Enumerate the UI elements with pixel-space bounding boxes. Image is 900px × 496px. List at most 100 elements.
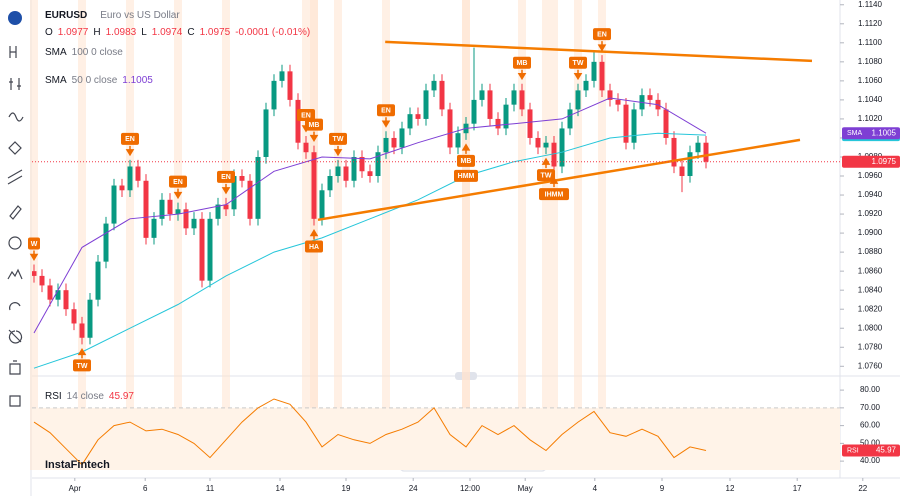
ohlc-key: O bbox=[45, 27, 53, 38]
candle-body bbox=[207, 218, 213, 281]
tool-brush[interactable] bbox=[9, 205, 22, 220]
tool-magnet[interactable] bbox=[9, 302, 21, 311]
toolbar-bg bbox=[0, 0, 31, 496]
candle-body bbox=[199, 218, 205, 281]
y-tick-label: 1.1100 bbox=[858, 38, 882, 47]
y-tick-label: 50.00 bbox=[860, 438, 881, 447]
x-tick-label: 24 bbox=[409, 484, 418, 493]
candle-body bbox=[399, 128, 405, 148]
pattern-arrow bbox=[29, 250, 39, 261]
rsi-zone bbox=[32, 407, 840, 470]
tool-candles[interactable] bbox=[9, 78, 21, 90]
tool-cursor[interactable] bbox=[9, 46, 17, 58]
x-tick-label: 9 bbox=[660, 484, 665, 493]
pattern-label: MB bbox=[461, 158, 472, 165]
main-pane bbox=[32, 40, 840, 369]
candle-body bbox=[543, 142, 549, 148]
pattern-label: EN bbox=[173, 179, 183, 186]
candle-body bbox=[303, 142, 309, 153]
pattern-label: MB bbox=[517, 60, 528, 67]
pattern-box bbox=[121, 132, 139, 145]
candle-body bbox=[359, 156, 365, 172]
tool-hide[interactable] bbox=[8, 329, 23, 344]
sma-tag-label: SMA bbox=[847, 130, 863, 137]
y-tick-label: 60.00 bbox=[860, 421, 881, 430]
last-price-tag bbox=[842, 155, 900, 168]
pattern-band bbox=[126, 0, 134, 470]
pattern-label: TW bbox=[573, 60, 584, 67]
candle-body bbox=[343, 166, 349, 181]
pattern-label: EN bbox=[125, 136, 135, 143]
pattern-label: TW bbox=[333, 136, 344, 143]
tool-trash[interactable] bbox=[9, 360, 21, 375]
candle-body bbox=[607, 90, 613, 100]
candle-body bbox=[335, 166, 341, 177]
y-tick-label: 1.1060 bbox=[858, 76, 883, 85]
sma-50-legend: SMA 50 0 close 1.1005 bbox=[45, 75, 153, 86]
symbol-description: Euro vs US Dollar bbox=[100, 10, 180, 21]
pattern-labels: W TW EN EN EN EN MB HA TW EN MB HMM MB TW IHMM TW EN bbox=[28, 28, 611, 372]
candle-body bbox=[47, 285, 53, 300]
tool-fib[interactable] bbox=[7, 169, 23, 185]
legend-value: 45.97 bbox=[108, 391, 134, 402]
rsi-tag-label: RSI bbox=[847, 447, 859, 454]
x-tick-label: 14 bbox=[276, 484, 285, 493]
candle-body bbox=[32, 271, 37, 276]
candle-body bbox=[191, 218, 197, 229]
candle-body bbox=[239, 176, 245, 181]
candle-body bbox=[551, 142, 557, 167]
pattern-arrow bbox=[381, 117, 391, 128]
legend-value: 1.1005 bbox=[122, 75, 153, 86]
tool-shapes[interactable] bbox=[8, 141, 22, 155]
pattern-label: HA bbox=[309, 244, 319, 251]
pattern-box bbox=[73, 359, 91, 372]
candle-body bbox=[671, 137, 677, 167]
ohlc-value: 1.0974 bbox=[151, 27, 183, 38]
tool-emoji[interactable] bbox=[8, 236, 22, 250]
pattern-arrow bbox=[517, 69, 527, 81]
y-tick-label: 1.1120 bbox=[858, 19, 882, 28]
last-price-tag-value: 1.0975 bbox=[872, 157, 897, 166]
y-tick-label: 1.0760 bbox=[858, 361, 883, 370]
candle-body bbox=[391, 137, 397, 148]
candle-body bbox=[215, 204, 221, 219]
candle-body bbox=[167, 199, 173, 215]
legend-name: RSI bbox=[45, 391, 62, 402]
y-tick-label: 1.0800 bbox=[858, 323, 883, 332]
candle-body bbox=[431, 80, 437, 91]
pattern-box bbox=[329, 132, 347, 145]
ohlc-value: 1.0975 bbox=[199, 27, 231, 38]
rsi-background bbox=[32, 407, 840, 470]
x-tick-label: 22 bbox=[858, 484, 867, 493]
candle-body bbox=[159, 199, 165, 219]
pattern-band bbox=[302, 0, 310, 470]
trend-line bbox=[317, 138, 801, 222]
candle-body bbox=[127, 166, 133, 191]
x-tick-label: 12 bbox=[726, 484, 735, 493]
sma-tag-value: 1.1005 bbox=[872, 128, 897, 137]
x-tick-label: May bbox=[518, 484, 533, 493]
y-tick-label: 1.0900 bbox=[858, 228, 883, 237]
candle-body bbox=[647, 95, 653, 100]
candle-body bbox=[95, 261, 101, 300]
candle-body bbox=[479, 90, 485, 100]
candle-body bbox=[423, 90, 429, 119]
candle-body bbox=[527, 109, 533, 138]
rsi-tag-value: 45.97 bbox=[876, 446, 897, 455]
pattern-label: IHMM bbox=[545, 191, 564, 198]
x-tick-label: 4 bbox=[593, 484, 598, 493]
candle-body bbox=[591, 61, 597, 81]
candle-body bbox=[119, 185, 125, 191]
candle-body bbox=[375, 152, 381, 177]
tool-patterns[interactable] bbox=[7, 268, 23, 280]
pattern-label: MB bbox=[309, 122, 320, 129]
pattern-band bbox=[462, 0, 470, 470]
y-tick-label: 1.1140 bbox=[858, 0, 882, 9]
y-tick-label: 1.0940 bbox=[858, 190, 883, 199]
pattern-box bbox=[169, 175, 187, 188]
candle-body bbox=[455, 133, 461, 148]
candle-body bbox=[327, 176, 333, 191]
tool-function[interactable] bbox=[8, 112, 24, 122]
tool-layers[interactable] bbox=[9, 395, 21, 407]
